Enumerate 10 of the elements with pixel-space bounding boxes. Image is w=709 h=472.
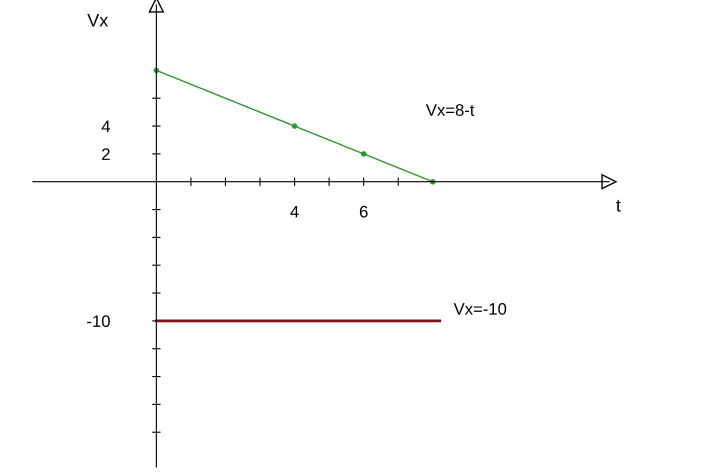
y-tick-label: 4	[102, 120, 110, 132]
text: Vx=8-t	[426, 104, 474, 116]
y-tick-label: -10	[87, 315, 110, 328]
x-axis-title: t	[616, 200, 621, 212]
point	[360, 151, 366, 157]
point	[292, 123, 298, 129]
x-tick-label: 6	[360, 206, 368, 218]
y-tick-label: 2	[102, 148, 110, 160]
series-label: Vx=-10	[454, 303, 506, 315]
y-axis-title: Vx	[87, 14, 108, 26]
